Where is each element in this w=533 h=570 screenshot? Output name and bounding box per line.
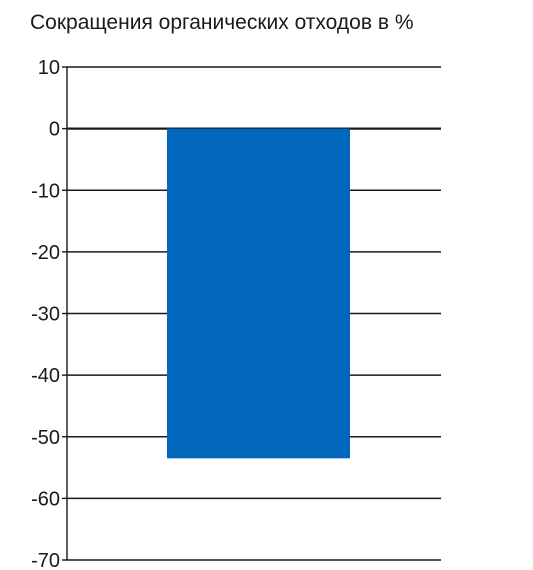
y-tick-label: -10 [31, 180, 60, 202]
bars [167, 128, 350, 459]
y-tick-label: -50 [31, 427, 60, 449]
y-tick-label: 10 [38, 57, 60, 79]
y-tick-label: -20 [31, 242, 60, 264]
chart-title: Сокращения органических отходов в % [30, 11, 414, 34]
y-tick-label: -30 [31, 304, 60, 326]
bar [167, 128, 350, 459]
tick-labels: 10 0 -10 -20 -30 -40 -50 -60 -70 [31, 57, 60, 570]
y-tick-label: -60 [31, 488, 60, 510]
axes [62, 66, 68, 561]
y-tick-label: -40 [31, 365, 60, 387]
y-tick-label: 0 [49, 119, 60, 141]
y-tick-label: -70 [31, 550, 60, 570]
